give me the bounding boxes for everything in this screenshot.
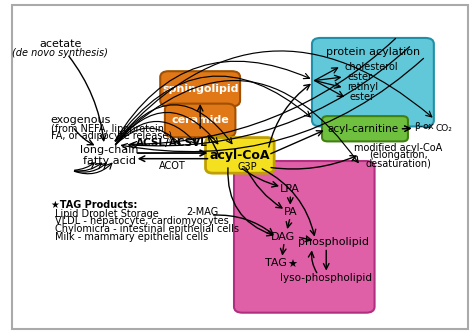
Text: retinyl: retinyl — [347, 82, 378, 92]
Text: Lipid Droplet Storage: Lipid Droplet Storage — [55, 208, 159, 218]
Text: →: → — [422, 123, 431, 133]
Text: phospholipid: phospholipid — [298, 237, 369, 247]
Text: exogenous: exogenous — [51, 116, 111, 126]
Text: CO₂: CO₂ — [435, 124, 452, 133]
FancyBboxPatch shape — [312, 38, 434, 127]
Text: LPA: LPA — [280, 184, 300, 194]
Text: 2-MAG: 2-MAG — [186, 207, 219, 217]
Text: β-ox: β-ox — [414, 122, 434, 131]
Text: desaturation): desaturation) — [365, 158, 431, 168]
Text: FA, or adipocyte release): FA, or adipocyte release) — [51, 131, 172, 141]
Text: cholesterol: cholesterol — [345, 62, 399, 72]
Text: (from NEFA, lipoprotein: (from NEFA, lipoprotein — [51, 124, 164, 134]
FancyBboxPatch shape — [160, 71, 240, 107]
Text: acyl-carnitine: acyl-carnitine — [327, 124, 398, 134]
Text: ester: ester — [349, 92, 374, 102]
Text: PA: PA — [283, 207, 297, 217]
Text: (de novo synthesis): (de novo synthesis) — [12, 48, 108, 58]
Text: sphingolipid: sphingolipid — [162, 84, 238, 94]
Text: Chylomicra - intestinal epithelial cells: Chylomicra - intestinal epithelial cells — [55, 224, 239, 234]
Text: ★TAG Products:: ★TAG Products: — [51, 200, 137, 210]
Text: protein acylation: protein acylation — [326, 47, 420, 57]
Text: (elongation,: (elongation, — [369, 150, 428, 160]
FancyBboxPatch shape — [234, 161, 374, 313]
Text: ACSL/ACSVL: ACSL/ACSVL — [136, 138, 208, 148]
Text: TAG: TAG — [265, 259, 287, 269]
Text: Milk - mammary epithelial cells: Milk - mammary epithelial cells — [55, 231, 209, 241]
FancyBboxPatch shape — [206, 138, 274, 173]
Text: ceramide: ceramide — [171, 116, 229, 126]
Text: VLDL - hepatocyte, cardiomyocytes: VLDL - hepatocyte, cardiomyocytes — [55, 216, 229, 226]
Text: ★: ★ — [288, 260, 298, 270]
FancyBboxPatch shape — [322, 116, 408, 141]
Text: ACOT: ACOT — [159, 161, 185, 171]
Text: modified acyl-CoA: modified acyl-CoA — [355, 143, 443, 153]
Text: ester: ester — [348, 72, 373, 82]
Text: lyso-phospholipid: lyso-phospholipid — [280, 274, 372, 284]
Text: DAG: DAG — [271, 232, 295, 242]
FancyBboxPatch shape — [165, 104, 236, 137]
Text: acetate: acetate — [39, 39, 81, 49]
Text: G3P: G3P — [237, 162, 257, 172]
Text: acyl-CoA: acyl-CoA — [210, 149, 270, 162]
Text: long-chain
fatty acid: long-chain fatty acid — [80, 145, 138, 166]
